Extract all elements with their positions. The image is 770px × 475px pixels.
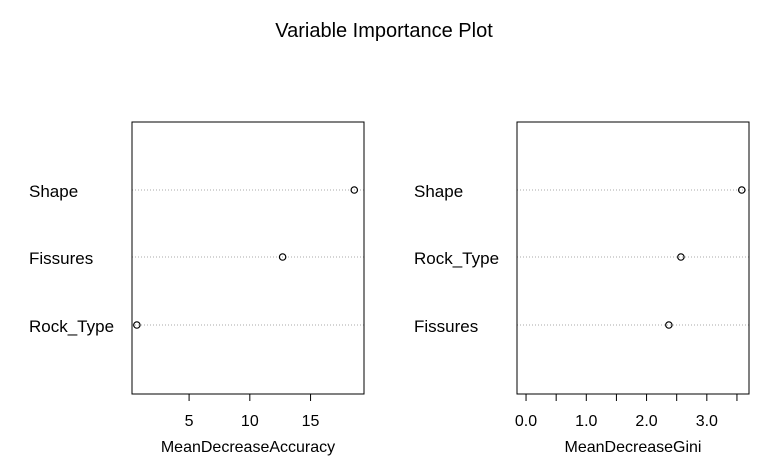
variable-label: Shape [29, 182, 78, 201]
variable-label: Rock_Type [29, 317, 114, 336]
importance-point [278, 253, 287, 261]
x-tick-label: 3.0 [696, 413, 718, 430]
plot-frame [131, 121, 365, 395]
variable-label: Fissures [414, 317, 478, 336]
x-tick-label: 15 [302, 413, 320, 430]
x-axis-label: MeanDecreaseAccuracy [161, 439, 335, 456]
importance-point [665, 321, 673, 329]
importance-point [737, 186, 746, 194]
x-tick-label: 10 [241, 413, 259, 430]
x-tick-label: 1.0 [575, 413, 597, 430]
x-tick-label: 5 [185, 413, 194, 430]
x-tick-label: 2.0 [635, 413, 657, 430]
panel-mean-decrease-accuracy: Shape Fissures Rock_Type 5 10 15 MeanDecreaseA… [29, 121, 365, 456]
chart-title: Variable Importance Plot [275, 20, 493, 42]
variable-label: Rock_Type [414, 249, 499, 268]
variable-label: Shape [414, 182, 463, 201]
importance-point [677, 253, 685, 261]
x-tick-label: 0.0 [515, 413, 537, 430]
x-axis-label: MeanDecreaseGini [565, 439, 702, 456]
variable-label: Fissures [29, 249, 93, 268]
importance-point [350, 186, 359, 194]
plot-frame [516, 121, 750, 395]
importance-point [133, 321, 141, 329]
panel-mean-decrease-gini: Shape Rock_Type Fissures 0.0 1.0 2.0 3.0 MeanDe… [414, 121, 750, 456]
